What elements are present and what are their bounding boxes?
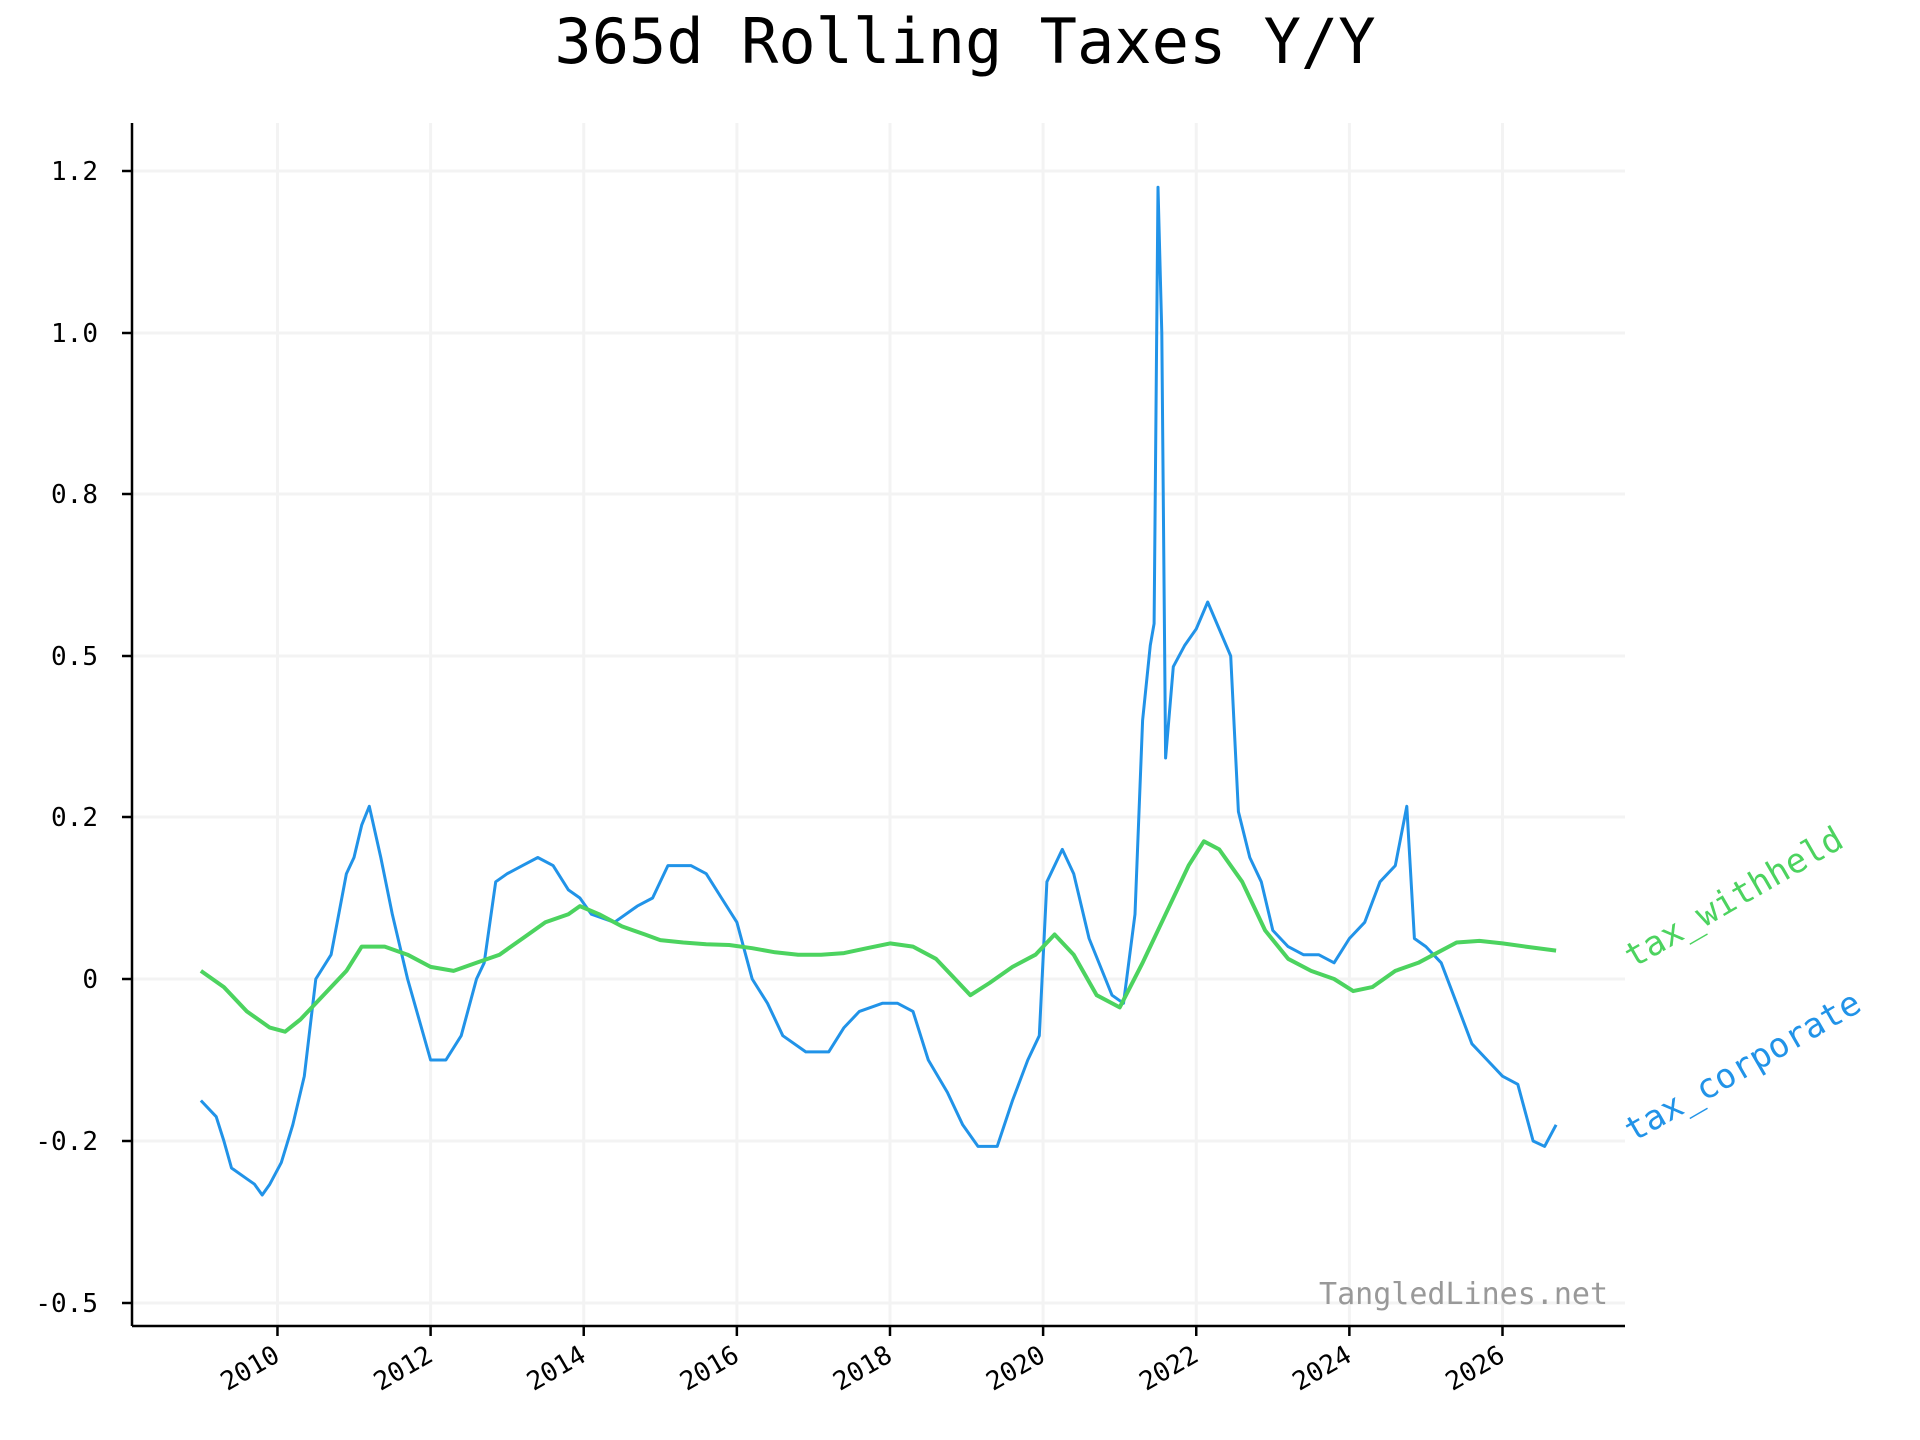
series-label-tax-corporate: tax_corporate [1618,983,1868,1151]
x-tick-label: 2012 [369,1340,438,1397]
x-tick-label: 2026 [1441,1340,1510,1397]
y-tick-label: -0.5 [35,1289,98,1319]
x-tick-label: 2014 [522,1340,591,1397]
x-tick-label: 2024 [1288,1340,1357,1397]
y-tick-label: 0.8 [51,480,98,510]
grid [132,123,1625,1326]
chart-title: 365d Rolling Taxes Y/Y [554,5,1375,78]
y-tick-label: 0.2 [51,803,98,833]
y-tick-label: 1.2 [51,157,98,187]
x-tick-label: 2016 [675,1340,744,1397]
x-tick-label: 2018 [828,1340,897,1397]
y-tick-label: -0.2 [35,1127,98,1157]
y-tick-label: 1.0 [51,319,98,349]
series-line-tax-withheld [199,839,1557,1034]
series-label-tax-withheld: tax_withheld [1618,819,1851,976]
x-ticks: 2010 2012 2014 2016 2018 2020 2022 2024 2026 [216,1326,1510,1397]
y-tick-label: 0 [82,965,98,995]
y-tick-label: 0.5 [51,642,98,672]
watermark: TangledLines.net [1319,1277,1608,1312]
x-tick-label: 2020 [981,1340,1050,1397]
axes [130,123,1625,1328]
x-tick-label: 2010 [216,1340,285,1397]
x-tick-label: 2022 [1135,1340,1204,1397]
y-ticks: -0.5 -0.2 0 0.2 0.5 0.8 1.0 1.2 [35,157,132,1319]
series-group [199,185,1558,1197]
series-line-tax-corporate [199,185,1558,1197]
